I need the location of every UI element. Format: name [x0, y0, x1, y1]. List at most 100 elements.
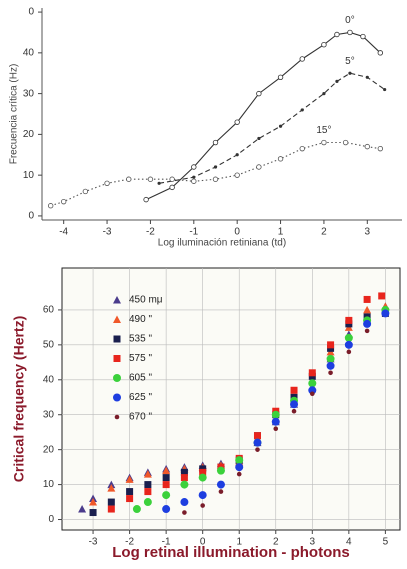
marker [278, 124, 283, 128]
y-tick-label: 20 [43, 444, 55, 455]
legend-label: 670 " [129, 412, 152, 423]
marker [235, 463, 244, 472]
series-label: 5° [345, 56, 355, 67]
marker [321, 41, 327, 48]
y-tick-label: 0 [28, 211, 34, 222]
legend-marker [113, 315, 121, 323]
legend-label: 535 " [129, 334, 152, 345]
marker [327, 341, 335, 349]
marker [198, 473, 207, 482]
marker [169, 184, 175, 191]
legend-label: 605 " [129, 373, 152, 384]
marker [180, 474, 188, 482]
marker [344, 340, 353, 349]
legend-marker [113, 296, 121, 304]
legend-marker [114, 414, 120, 420]
marker [234, 172, 240, 178]
series-line [159, 72, 386, 184]
x-tick-label: 1 [278, 227, 284, 238]
marker [271, 410, 280, 419]
marker [328, 370, 333, 376]
x-tick-label: -2 [125, 537, 134, 548]
marker [290, 400, 299, 409]
marker [162, 491, 171, 500]
marker [322, 92, 326, 96]
series-label: 0° [345, 15, 355, 26]
marker [143, 470, 152, 478]
marker [346, 349, 352, 355]
x-tick-label: 2 [273, 537, 279, 548]
legend-label: 625 " [129, 392, 152, 403]
marker [126, 495, 134, 503]
marker [363, 319, 372, 328]
y-tick-label: 50 [43, 339, 55, 350]
marker [200, 503, 205, 508]
marker [198, 491, 207, 500]
marker [308, 369, 316, 377]
marker [235, 153, 239, 157]
x-tick-label: -3 [89, 537, 98, 548]
marker [212, 139, 219, 146]
marker [334, 31, 340, 38]
marker [216, 480, 225, 489]
marker [132, 505, 141, 514]
marker [300, 108, 304, 112]
marker [335, 79, 339, 83]
marker [162, 466, 171, 475]
y-axis-title: Critical frequency (Hertz) [11, 316, 27, 482]
marker [191, 164, 197, 170]
marker [364, 143, 371, 150]
y-tick-label: 60 [43, 305, 55, 316]
series-line [50, 141, 381, 207]
legend-marker [113, 374, 121, 382]
marker [290, 386, 298, 394]
marker [47, 203, 54, 209]
marker [126, 488, 134, 496]
marker [126, 176, 132, 182]
x-tick-label: -2 [146, 227, 155, 238]
y-tick-label: 40 [23, 47, 35, 58]
marker [256, 90, 262, 97]
y-tick-label: 30 [23, 88, 35, 99]
marker [107, 498, 115, 506]
x-tick-label: -4 [59, 227, 68, 238]
marker [383, 87, 387, 92]
legend-label: 490 " [129, 314, 152, 325]
y-tick-label: 10 [23, 170, 35, 181]
marker [299, 145, 305, 152]
legend-marker [113, 355, 121, 362]
marker [234, 119, 240, 125]
marker [253, 432, 261, 440]
marker [277, 156, 284, 162]
marker [347, 29, 353, 36]
marker [218, 489, 224, 494]
marker [143, 498, 152, 507]
x-tick-label: -1 [162, 537, 171, 548]
marker [348, 71, 352, 75]
marker [326, 361, 335, 370]
legend-label: 450 mμ [129, 295, 163, 306]
x-tick-label: 5 [383, 537, 389, 548]
marker [378, 292, 386, 300]
marker [180, 480, 189, 489]
marker [342, 139, 349, 146]
marker [255, 447, 260, 452]
x-tick-label: 0 [234, 227, 240, 238]
marker [326, 354, 335, 363]
x-axis-title: Log retinal illumination - photons [112, 544, 349, 561]
legend-marker [113, 393, 121, 402]
marker [60, 198, 67, 205]
marker [143, 196, 149, 203]
x-tick-label: 4 [346, 537, 352, 548]
marker [162, 481, 170, 489]
marker [182, 510, 187, 515]
marker [162, 474, 170, 482]
marker [365, 75, 369, 79]
marker [213, 165, 218, 169]
marker [308, 379, 317, 388]
marker [125, 475, 134, 483]
marker [235, 456, 244, 465]
legend-marker [113, 335, 121, 343]
x-tick-label: 3 [310, 537, 316, 548]
